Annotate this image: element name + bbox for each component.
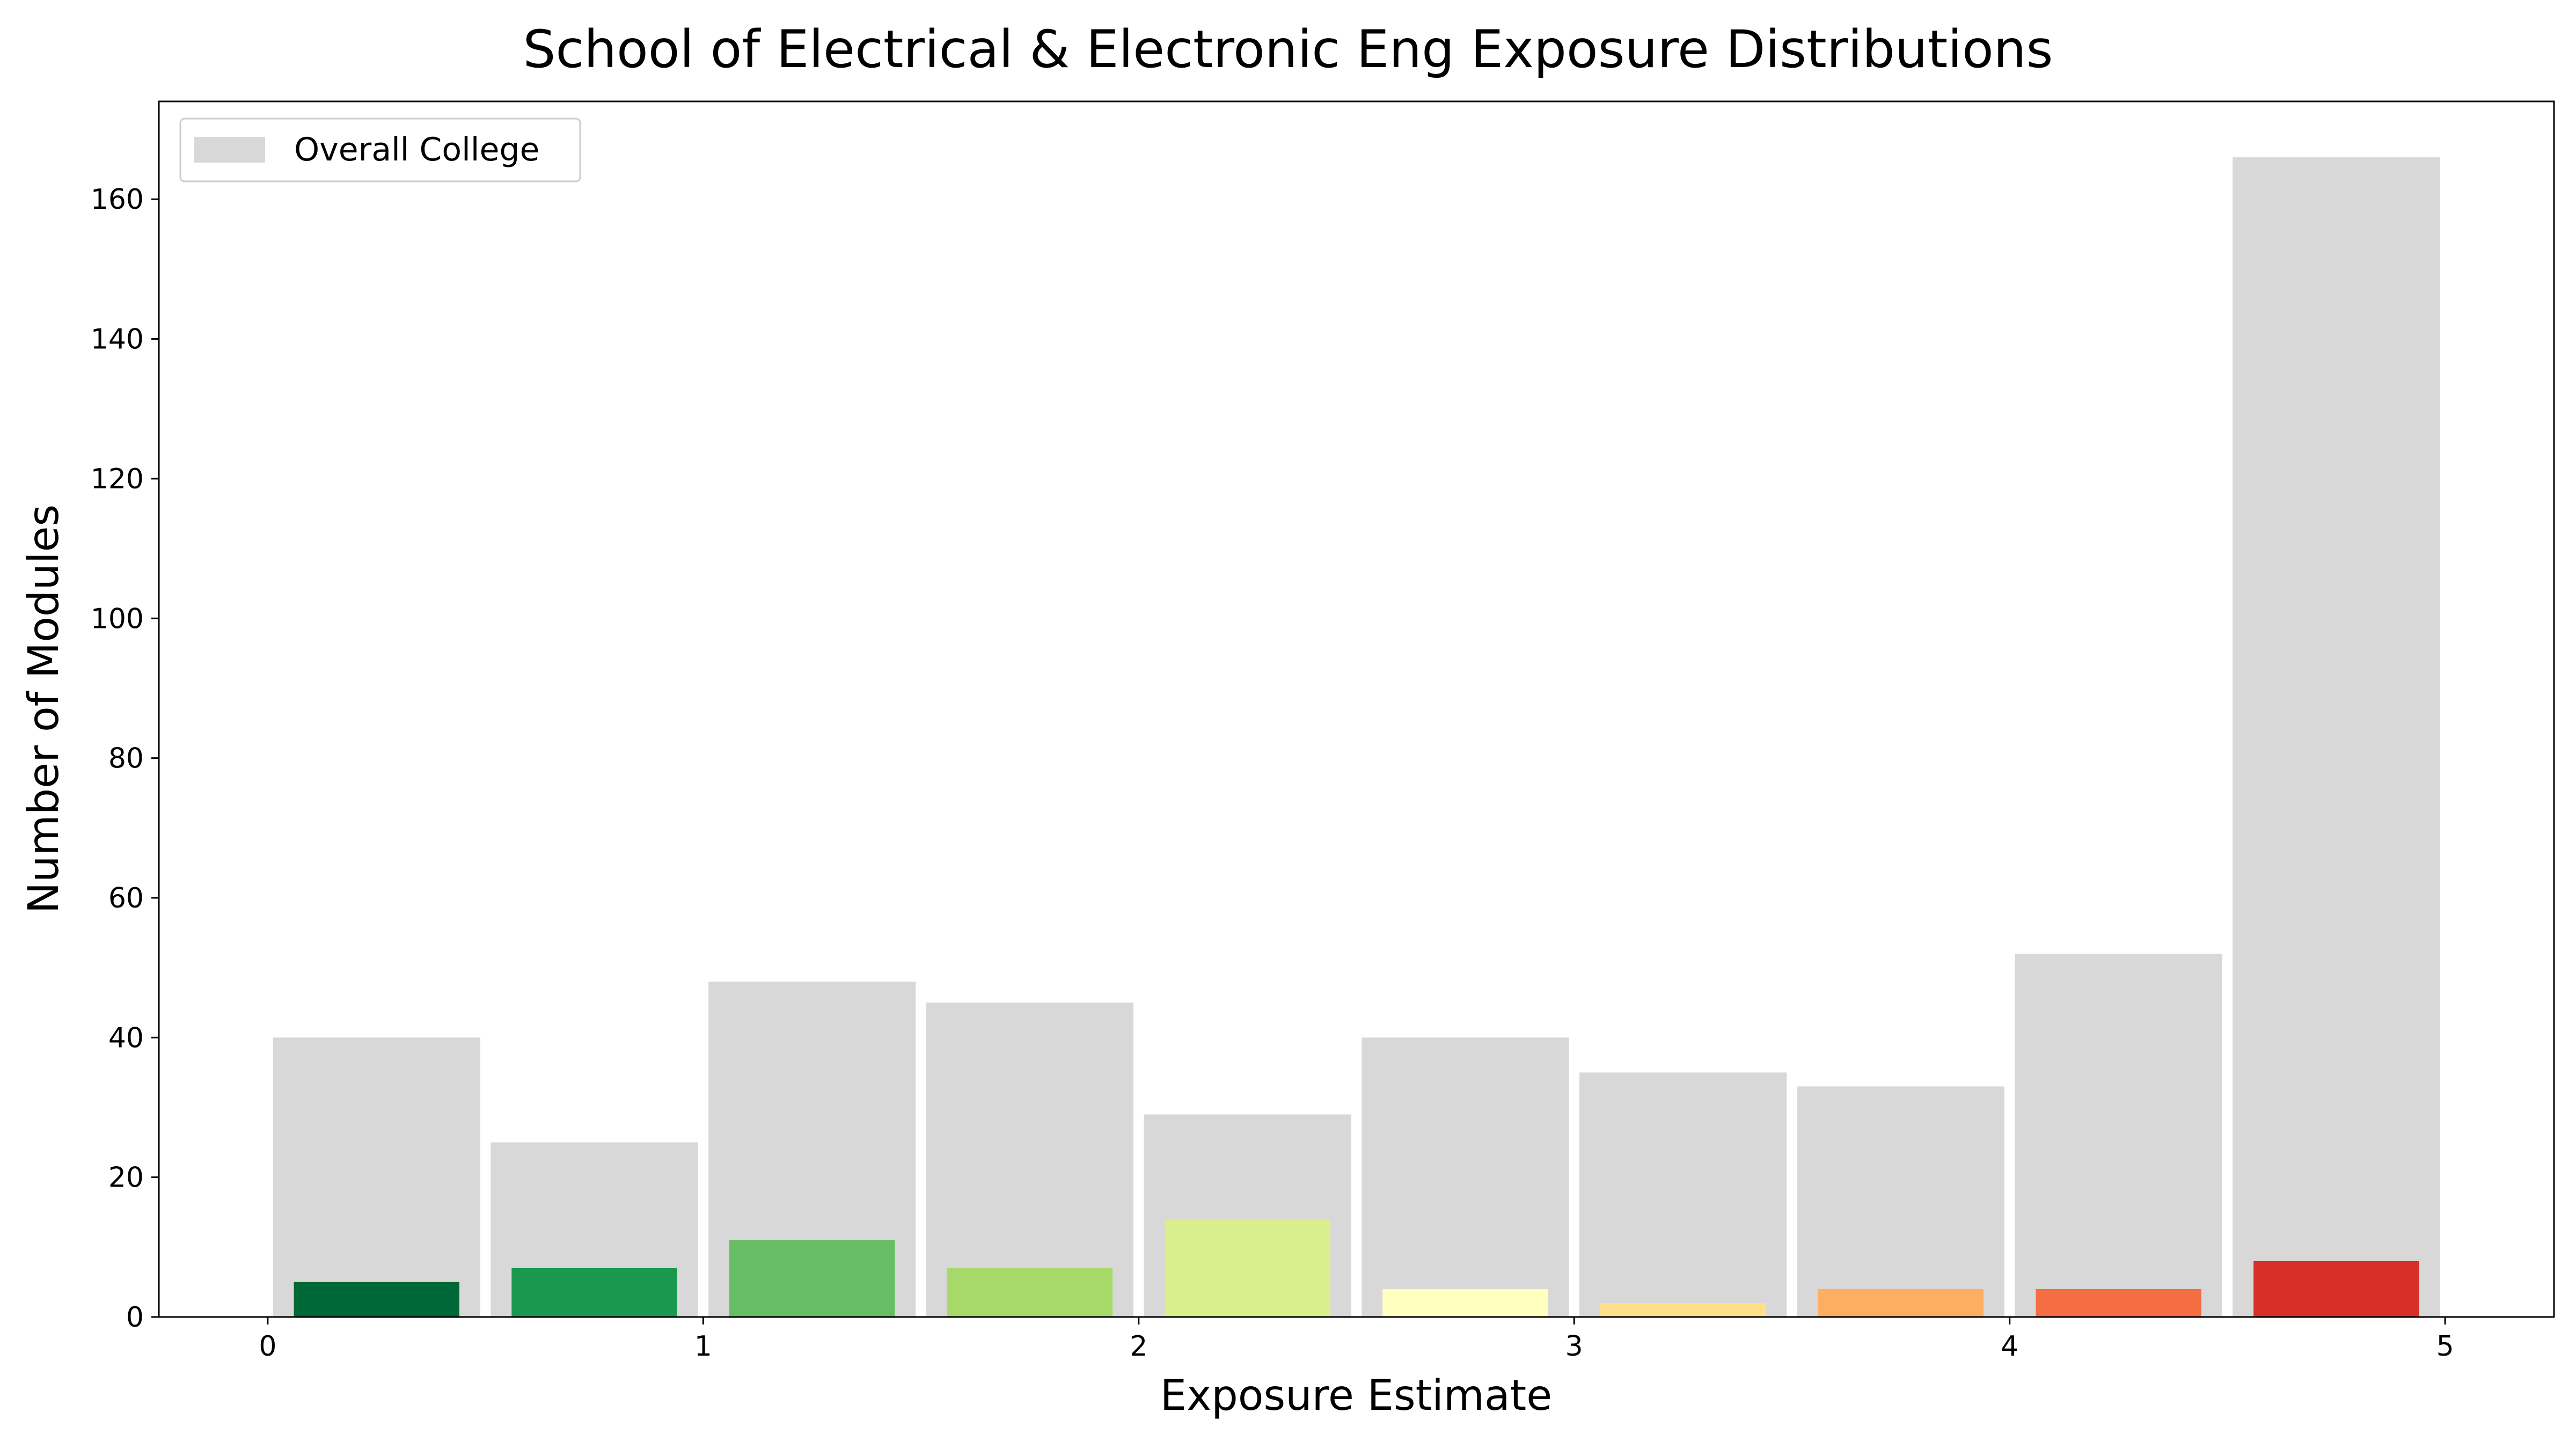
school-bar-6 xyxy=(1600,1302,1766,1317)
y-axis-ticks: 0 20 40 60 80 100 120 140 160 xyxy=(91,184,159,1334)
y-tick-label: 100 xyxy=(91,603,144,635)
school-bar-4 xyxy=(1165,1219,1330,1317)
x-tick-label: 2 xyxy=(1130,1330,1147,1363)
x-tick-label: 0 xyxy=(259,1330,276,1363)
chart-title: School of Electrical & Electronic Eng Ex… xyxy=(523,19,2053,79)
school-bar-3 xyxy=(947,1268,1113,1317)
school-bar-0 xyxy=(294,1282,459,1317)
school-bar-9 xyxy=(2253,1261,2419,1317)
bars xyxy=(273,157,2440,1317)
y-tick-label: 40 xyxy=(108,1022,144,1054)
x-tick-label: 5 xyxy=(2436,1330,2454,1363)
school-bar-5 xyxy=(1382,1289,1548,1317)
y-tick-label: 60 xyxy=(108,882,144,914)
y-tick-label: 160 xyxy=(91,184,144,216)
legend-label: Overall College xyxy=(294,131,539,169)
plot-frame xyxy=(158,100,2555,1318)
legend-box xyxy=(179,118,581,182)
overall-bar-8 xyxy=(2015,954,2222,1317)
overall-bar-7 xyxy=(1797,1086,2004,1317)
school-bar-8 xyxy=(2036,1289,2201,1317)
overall-bar-9 xyxy=(2233,157,2440,1317)
legend: Overall College xyxy=(179,118,581,182)
x-tick-label: 4 xyxy=(2001,1330,2018,1363)
school-bar-1 xyxy=(511,1268,677,1317)
overall-bar-0 xyxy=(273,1037,480,1317)
x-axis-ticks: 0 1 2 3 4 5 xyxy=(259,1317,2454,1363)
y-tick-label: 80 xyxy=(108,743,144,775)
y-axis-title: Number of Modules xyxy=(20,504,68,913)
x-tick-label: 3 xyxy=(1565,1330,1583,1363)
y-tick-label: 140 xyxy=(91,324,144,356)
x-axis-title: Exposure Estimate xyxy=(1160,1372,1552,1420)
y-tick-label: 0 xyxy=(126,1301,144,1334)
overall-bar-3 xyxy=(926,1002,1134,1317)
overall-bar-6 xyxy=(1579,1072,1787,1317)
legend-swatch xyxy=(194,137,265,163)
overall-bar-5 xyxy=(1362,1037,1569,1317)
y-tick-label: 20 xyxy=(108,1162,144,1194)
y-tick-label: 120 xyxy=(91,463,144,495)
school-bar-7 xyxy=(1818,1289,1984,1317)
x-tick-label: 1 xyxy=(694,1330,712,1363)
school-bar-2 xyxy=(729,1240,895,1317)
